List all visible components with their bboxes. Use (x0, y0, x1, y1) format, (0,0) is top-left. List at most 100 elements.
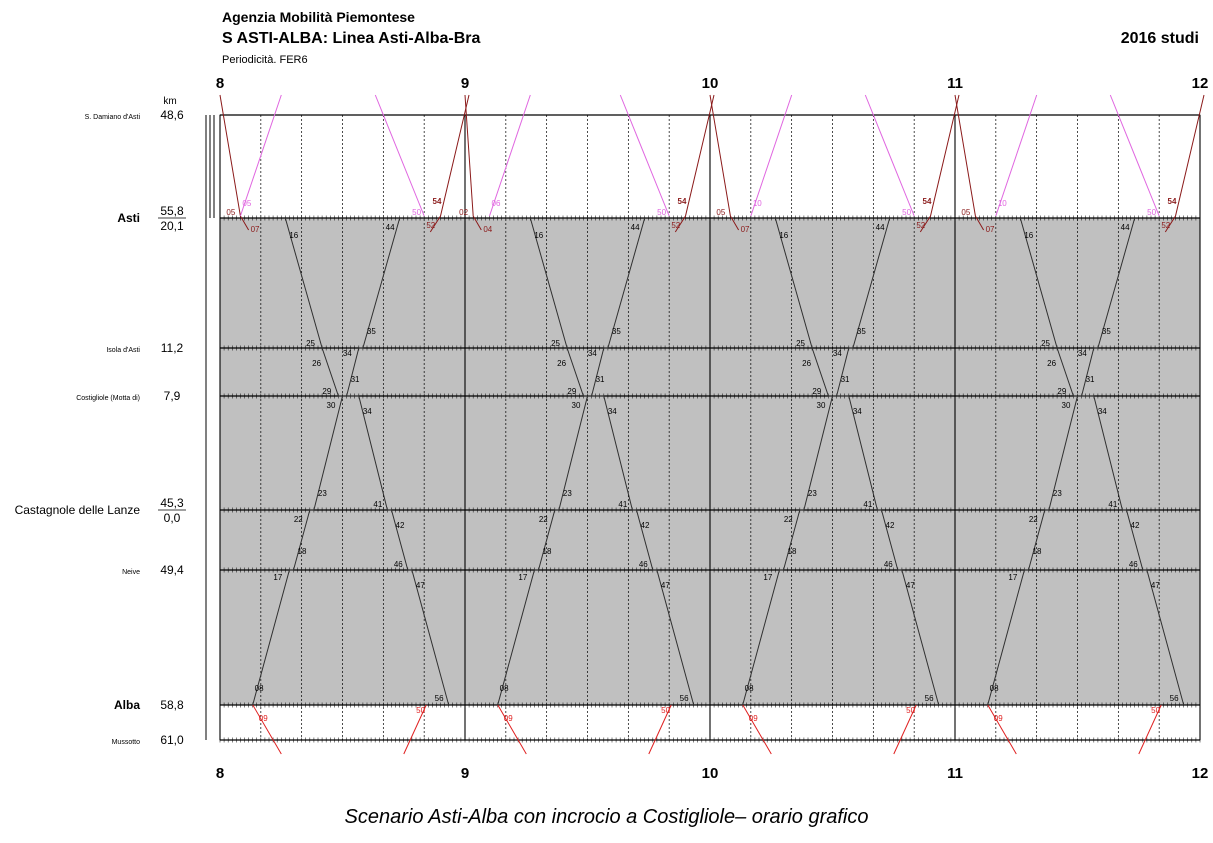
train-path-mussotto-alba (403, 704, 427, 755)
dark-red-time-label: 07 (251, 225, 260, 234)
station-km: 11,2 (161, 341, 184, 355)
periodicity-label: Periodicità. FER6 (222, 54, 308, 66)
time-label: 29 (567, 387, 576, 396)
pink-time-label: 10 (998, 199, 1007, 208)
time-label: 18 (1033, 547, 1042, 556)
time-label: 18 (298, 547, 307, 556)
figure-caption: Scenario Asti-Alba con incrocio a Costig… (344, 806, 869, 828)
dark-red-time-label: 07 (741, 225, 750, 234)
station-km: 20,1 (160, 219, 184, 233)
time-label: 44 (631, 223, 640, 232)
train-path-mussotto-alba (1138, 704, 1162, 755)
time-label: 17 (273, 573, 282, 582)
time-label: 29 (322, 387, 331, 396)
time-label: 35 (367, 327, 376, 336)
time-label: 22 (784, 515, 793, 524)
time-label: 08 (500, 684, 509, 693)
time-label: 26 (802, 359, 811, 368)
dark-red-time-label: 04 (483, 225, 492, 234)
train-path-pink-down (1109, 94, 1160, 217)
time-label: 30 (327, 401, 336, 410)
dark-red-time-label: 52 (916, 221, 925, 230)
time-label: 26 (557, 359, 566, 368)
station-km: 58,8 (160, 698, 184, 712)
time-label: 26 (1047, 359, 1056, 368)
dark-red-time-label: 52 (671, 221, 680, 230)
dark-red-time-label: 54 (433, 197, 442, 206)
time-label: 17 (518, 573, 527, 582)
time-label: 42 (396, 521, 405, 530)
train-path-mussotto-alba (893, 704, 917, 755)
pink-time-label: 10 (753, 199, 762, 208)
train-path-asti-sdamiano (1164, 94, 1205, 233)
dark-red-time-label: 54 (923, 197, 932, 206)
pink-time-label: 50 (1147, 208, 1156, 217)
time-label: 34 (1098, 407, 1107, 416)
time-label: 31 (351, 375, 360, 384)
time-label: 44 (386, 223, 395, 232)
time-label: 31 (596, 375, 605, 384)
time-label: 18 (543, 547, 552, 556)
time-label: 42 (641, 521, 650, 530)
pink-time-label: 50 (657, 208, 666, 217)
train-path-asti-alba (284, 217, 450, 706)
time-label: 46 (1129, 560, 1138, 569)
hour-label-top: 10 (702, 75, 719, 92)
time-label: 56 (1170, 694, 1179, 703)
time-label: 31 (1086, 375, 1095, 384)
train-path-asti-alba (1019, 217, 1185, 706)
time-label: 47 (906, 581, 915, 590)
time-label: 23 (563, 489, 572, 498)
dark-red-time-label: 52 (426, 221, 435, 230)
time-label: 08 (745, 684, 754, 693)
hour-label-top: 8 (216, 75, 224, 92)
train-path-alba-mussotto (742, 704, 772, 755)
hour-label-top: 11 (947, 75, 963, 92)
chart-title: S ASTI-ALBA: Linea Asti-Alba-Bra (222, 30, 481, 47)
agency-name: Agenzia Mobilità Piemontese (222, 9, 415, 25)
train-path-alba-mussotto (252, 704, 282, 755)
train-path-asti-sdamiano (919, 94, 960, 233)
train-graph: 8 8 9 9 10 10 11 11 12 12 km S. Damiano d'Asti 48,6 A… (15, 75, 1209, 782)
time-label: 35 (1102, 327, 1111, 336)
station-km: 55,8 (160, 204, 184, 218)
time-label: 41 (618, 500, 627, 509)
km-header: km (163, 96, 176, 107)
hour-label-bottom: 8 (216, 765, 224, 782)
time-label: 25 (796, 339, 805, 348)
time-label: 41 (1108, 500, 1117, 509)
time-label: 29 (812, 387, 821, 396)
pink-time-label: 05 (242, 199, 251, 208)
train-path-alba-asti (252, 217, 401, 706)
time-label: 56 (680, 694, 689, 703)
time-label: 08 (990, 684, 999, 693)
train-path-mussotto-alba (648, 704, 672, 755)
time-label: 42 (886, 521, 895, 530)
station-km: 7,9 (164, 389, 181, 403)
train-path-alba-asti (987, 217, 1136, 706)
time-label: 34 (833, 349, 842, 358)
train-path-asti-alba (529, 217, 695, 706)
time-label: 41 (373, 500, 382, 509)
red-time-label: 50 (661, 706, 670, 715)
time-label: 46 (394, 560, 403, 569)
red-time-label: 09 (259, 714, 268, 723)
time-label: 30 (572, 401, 581, 410)
time-label: 34 (853, 407, 862, 416)
year-label: 2016 studi (1120, 30, 1199, 47)
train-path-alba-asti (742, 217, 891, 706)
time-label: 35 (612, 327, 621, 336)
time-label: 34 (608, 407, 617, 416)
time-label: 41 (863, 500, 872, 509)
hour-label-bottom: 11 (947, 765, 963, 782)
time-label: 31 (841, 375, 850, 384)
station-name-castagnole: Castagnole delle Lanze (15, 503, 141, 517)
hour-label-top: 12 (1192, 75, 1209, 92)
time-label: 56 (925, 694, 934, 703)
train-path-pink-down (374, 94, 425, 217)
time-label: 47 (661, 581, 670, 590)
time-label: 47 (1151, 581, 1160, 590)
dark-red-time-label: 05 (226, 208, 235, 217)
red-time-label: 09 (504, 714, 513, 723)
red-time-label: 50 (416, 706, 425, 715)
